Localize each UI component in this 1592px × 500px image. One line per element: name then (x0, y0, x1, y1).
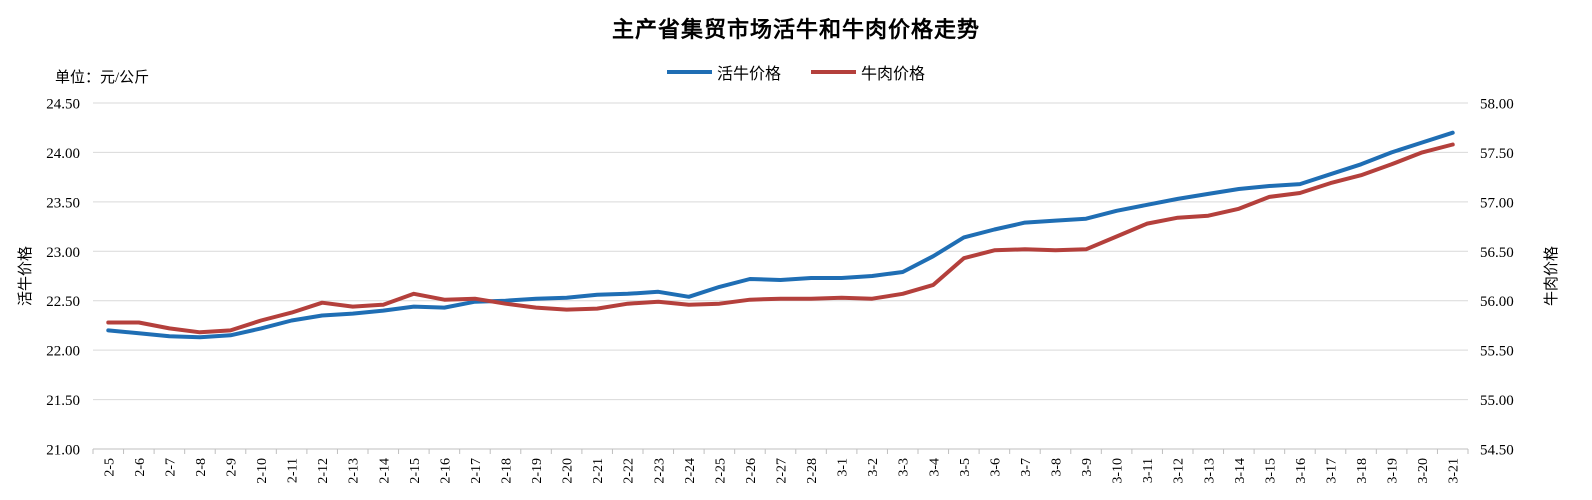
y-tick-label-left: 23.00 (46, 245, 80, 261)
x-tick-label: 3-17 (1325, 458, 1340, 484)
x-tick-label: 2-9 (225, 458, 240, 477)
chart-title: 主产省集贸市场活牛和牛肉价格走势 (611, 17, 980, 42)
y-tick-label-left: 24.00 (46, 146, 80, 162)
live-cattle-line-swatch-icon (666, 69, 712, 75)
y-tick-label-right: 57.50 (1480, 146, 1514, 162)
unit-label: 单位：元/公斤 (55, 70, 150, 86)
legend-item-beef: 牛肉价格 (811, 60, 925, 84)
x-tick-label: 2-17 (469, 458, 484, 484)
x-tick-label: 3-15 (1263, 458, 1278, 484)
x-tick-label: 2-15 (408, 458, 423, 484)
x-tick-label: 3-18 (1355, 458, 1370, 484)
x-tick-label: 3-21 (1447, 458, 1462, 484)
x-tick-label: 2-13 (347, 458, 362, 484)
x-tick-label: 2-18 (500, 458, 515, 484)
legend-item-live-cattle: 活牛价格 (666, 60, 781, 84)
x-tick-label: 3-11 (1141, 458, 1156, 483)
y-tick-label-right: 55.00 (1480, 393, 1514, 409)
x-tick-label: 2-11 (286, 458, 301, 483)
y-tick-label-left: 21.50 (46, 393, 80, 409)
x-tick-label: 3-2 (866, 458, 881, 477)
x-tick-label: 3-19 (1386, 458, 1401, 484)
x-tick-label: 3-1 (836, 458, 851, 477)
x-tick-label: 2-10 (255, 458, 270, 484)
x-tick-label: 2-24 (683, 458, 698, 484)
series-line-beef (106, 142, 1455, 335)
x-tick-label: 2-21 (591, 458, 606, 484)
x-tick-label: 2-14 (377, 458, 392, 484)
x-tick-label: 2-28 (805, 458, 820, 484)
y-tick-label-left: 23.50 (46, 195, 80, 211)
x-tick-label: 3-9 (1080, 458, 1095, 477)
x-tick-label: 3-3 (897, 458, 912, 477)
y-tick-label-right: 58.00 (1480, 97, 1514, 113)
x-tick-label: 3-4 (927, 458, 942, 477)
x-tick-label: 2-19 (530, 458, 545, 484)
x-tick-label: 3-8 (1050, 458, 1065, 477)
y-tick-label-right: 56.00 (1480, 294, 1514, 310)
x-tick-label: 3-6 (988, 458, 1003, 477)
left-axis-title: 活牛价格 (17, 246, 34, 306)
x-tick-label: 3-5 (958, 458, 973, 477)
x-tick-label: 2-22 (622, 458, 637, 484)
x-tick-label: 2-12 (316, 458, 331, 484)
right-axis-title: 牛肉价格 (1543, 246, 1560, 306)
legend: 活牛价格 牛肉价格 (0, 60, 1592, 84)
y-tick-label-left: 22.00 (46, 344, 80, 360)
series-line-live-cattle (106, 130, 1455, 340)
beef-line-swatch-icon (811, 69, 856, 75)
y-tick-label-left: 22.50 (46, 294, 80, 310)
x-tick-label: 2-26 (744, 458, 759, 484)
x-tick-label: 2-23 (652, 458, 667, 484)
x-tick-label: 2-20 (561, 458, 576, 484)
x-tick-label: 2-8 (194, 458, 209, 477)
x-tick-label: 2-16 (438, 458, 453, 484)
x-tick-label: 2-25 (713, 458, 728, 484)
x-tick-label: 2-27 (775, 458, 790, 484)
y-tick-label-right: 55.50 (1480, 344, 1514, 360)
x-tick-label: 2-5 (102, 458, 117, 477)
y-tick-label-right: 54.50 (1480, 443, 1514, 459)
x-tick-label: 3-12 (1172, 458, 1187, 484)
x-tick-label: 2-6 (133, 458, 148, 477)
x-tick-label: 3-20 (1416, 458, 1431, 484)
x-tick-label: 3-14 (1233, 458, 1248, 484)
legend-label-live-cattle: 活牛价格 (716, 66, 781, 83)
x-tick-label: 3-7 (1019, 458, 1034, 477)
x-tick-label: 3-13 (1202, 458, 1217, 484)
legend-label-beef: 牛肉价格 (861, 66, 926, 83)
y-tick-label-left: 24.50 (46, 97, 80, 113)
x-tick-label: 2-7 (163, 458, 178, 477)
x-tick-label: 3-16 (1294, 458, 1309, 484)
y-tick-label-right: 56.50 (1480, 245, 1514, 261)
y-tick-label-left: 21.00 (46, 443, 80, 459)
x-tick-label: 3-10 (1111, 458, 1126, 484)
y-tick-label-right: 57.00 (1480, 195, 1514, 211)
